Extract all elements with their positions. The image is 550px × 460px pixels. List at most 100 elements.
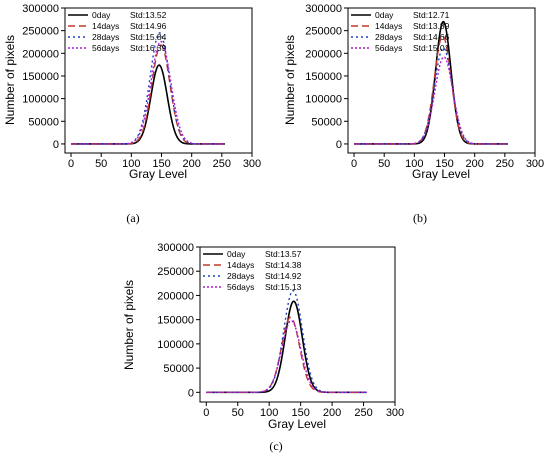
- legend-label: 28days: [92, 32, 119, 42]
- y-tick-label: 150000: [305, 71, 342, 83]
- axis-ticks: [196, 246, 396, 406]
- panel-caption: (b): [413, 211, 427, 225]
- legend-label: 0day: [227, 249, 246, 259]
- x-tick-label: 100: [122, 158, 140, 170]
- y-tick-label: 100000: [22, 94, 59, 106]
- y-tick-label: 200000: [157, 290, 194, 302]
- curves: [206, 289, 367, 394]
- legend-std: Std:15.01: [413, 43, 450, 53]
- y-tick-label: 250000: [157, 266, 194, 278]
- y-tick-label: 250000: [305, 26, 342, 38]
- legend-std: Std:14.66: [413, 32, 450, 42]
- series-line-28days: [206, 289, 367, 394]
- y-tick-label: 100000: [157, 339, 194, 351]
- series-line-56days: [71, 40, 225, 145]
- legend-label: 0day: [375, 10, 394, 20]
- x-tick-label: 0: [351, 158, 357, 170]
- x-tick-label: 100: [260, 407, 278, 419]
- x-tick-label: 50: [95, 158, 107, 170]
- y-tick-label: 150000: [157, 315, 194, 327]
- series-line-0day: [206, 300, 367, 394]
- y-tick-label: 0: [336, 139, 342, 151]
- x-axis-label: Gray Level: [129, 167, 187, 181]
- legend-std: Std:13.89: [413, 21, 450, 31]
- x-tick-label: 250: [496, 158, 514, 170]
- y-tick-label: 300000: [305, 3, 342, 15]
- x-axis-label: Gray Level: [268, 417, 326, 431]
- y-tick-label: 50000: [163, 363, 194, 375]
- x-tick-label: 100: [405, 158, 423, 170]
- x-tick-label: 300: [243, 158, 261, 170]
- legend-std: Std:16.39: [130, 43, 167, 53]
- x-tick-label: 300: [526, 158, 544, 170]
- legend-std: Std:12.71: [413, 10, 450, 20]
- axis-ticks: [344, 7, 536, 157]
- y-tick-label: 200000: [22, 48, 59, 60]
- y-tick-label: 300000: [157, 242, 194, 254]
- legend: 0day Std:13.52 14days Std:14.96 28days Std:15…: [68, 10, 167, 53]
- curves: [354, 20, 508, 145]
- x-tick-label: 150: [152, 158, 170, 170]
- legend-std: Std:15.13: [265, 282, 302, 292]
- plot-frame: [347, 7, 536, 154]
- x-tick-label: 150: [291, 407, 309, 419]
- legend-label: 14days: [227, 260, 254, 270]
- series-line-56days: [354, 56, 508, 145]
- x-tick-label: 50: [378, 158, 390, 170]
- y-tick-label: 150000: [22, 71, 59, 83]
- legend-std: Std:14.92: [265, 271, 302, 281]
- plot-frame: [199, 246, 396, 403]
- y-tick-label: 250000: [22, 26, 59, 38]
- x-tick-label: 200: [182, 158, 200, 170]
- legend-label: 14days: [92, 21, 119, 31]
- x-tick-label: 0: [203, 407, 209, 419]
- legend-label: 0day: [92, 10, 111, 20]
- legend-label: 14days: [375, 21, 402, 31]
- x-tick-label: 150: [435, 158, 453, 170]
- x-tick-label: 200: [323, 407, 341, 419]
- tick-labels: 0 50 100 150 200 250 300 0 50000 100000 150000 2000…: [22, 3, 261, 170]
- y-tick-label: 100000: [305, 94, 342, 106]
- legend-std: Std:14.38: [265, 260, 302, 270]
- y-tick-label: 0: [188, 387, 194, 399]
- y-tick-label: 50000: [311, 116, 342, 128]
- y-axis-label: Number of pixels: [283, 35, 297, 125]
- legend-std: Std:13.57: [265, 249, 302, 259]
- curves: [71, 32, 225, 145]
- y-tick-label: 0: [53, 139, 59, 151]
- legend-std: Std:13.52: [130, 10, 167, 20]
- series-line-56days: [206, 319, 367, 394]
- legend-label: 56days: [375, 43, 402, 53]
- plot-frame: [64, 7, 253, 154]
- panel-caption: (a): [126, 211, 139, 225]
- series-line-28days: [354, 47, 508, 145]
- series-line-14days: [71, 44, 225, 145]
- x-axis-label: Gray Level: [412, 167, 470, 181]
- y-tick-label: 50000: [28, 116, 59, 128]
- y-axis-label: Number of pixels: [3, 35, 17, 125]
- panel-c: 0 50 100 150 200 250 300 0 50000 100000 150000 2000…: [122, 242, 404, 453]
- tick-labels: 0 50 100 150 200 250 300 0 50000 100000 150000 2000…: [305, 3, 544, 170]
- x-tick-label: 0: [68, 158, 74, 170]
- legend-label: 56days: [92, 43, 119, 53]
- legend: 0day Std:12.71 14days Std:13.89 28days Std:14…: [351, 10, 450, 53]
- legend-std: Std:15.84: [130, 32, 167, 42]
- y-tick-label: 200000: [305, 48, 342, 60]
- legend-std: Std:14.96: [130, 21, 167, 31]
- x-tick-label: 300: [386, 407, 404, 419]
- panel-caption: (c): [269, 439, 282, 453]
- legend: 0day Std:13.57 14days Std:14.38 28days Std:14…: [203, 249, 302, 292]
- y-axis-label: Number of pixels: [122, 280, 136, 370]
- legend-label: 56days: [227, 282, 254, 292]
- x-tick-label: 250: [354, 407, 372, 419]
- legend-label: 28days: [227, 271, 254, 281]
- x-tick-label: 250: [213, 158, 231, 170]
- series-line-0day: [71, 64, 225, 145]
- legend-label: 28days: [375, 32, 402, 42]
- tick-labels: 0 50 100 150 200 250 300 0 50000 100000 150000 2000…: [157, 242, 404, 419]
- y-tick-label: 300000: [22, 3, 59, 15]
- x-tick-label: 50: [232, 407, 244, 419]
- panel-b: 0 50 100 150 200 250 300 0 50000 100000 150000 2000…: [283, 3, 544, 225]
- x-tick-label: 200: [465, 158, 483, 170]
